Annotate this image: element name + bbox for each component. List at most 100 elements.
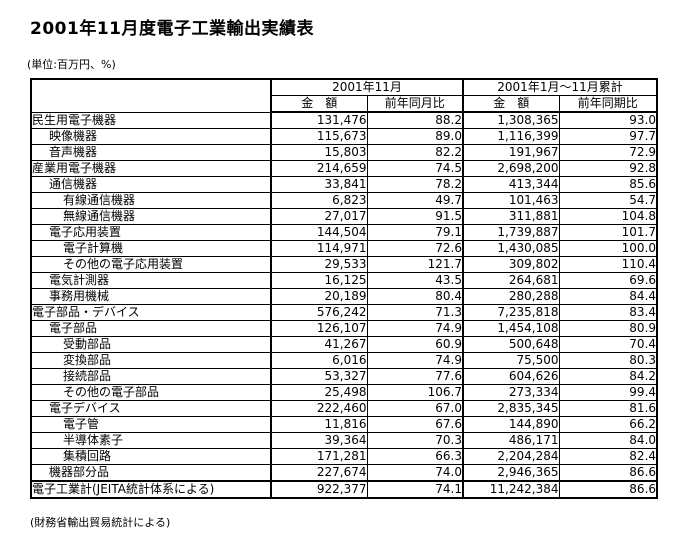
- cell-cum-yoy: 54.7: [558, 192, 658, 209]
- cell-nov-yoy: 89.0: [366, 128, 464, 145]
- cell-nov-amount: 144,504: [270, 224, 368, 241]
- cell-nov-yoy: 71.3: [366, 304, 464, 321]
- cell-cum-yoy: 100.0: [558, 240, 658, 257]
- cell-nov-amount: 29,533: [270, 256, 368, 273]
- cell-nov-amount: 39,364: [270, 432, 368, 449]
- table-row: 電子デバイス 222,460 67.0 2,835,345 81.6: [30, 400, 658, 417]
- table-row: 集積回路 171,281 66.3 2,204,284 82.4: [30, 448, 658, 465]
- table-row: 電子部品 126,107 74.9 1,454,108 80.9: [30, 320, 658, 337]
- cell-cum-amount: 1,308,365: [462, 111, 560, 129]
- cell-cum-yoy: 72.9: [558, 144, 658, 161]
- table-row: 電子管 11,816 67.6 144,890 66.2: [30, 416, 658, 433]
- row-label: 機器部分品: [30, 464, 272, 482]
- column-group-row: 2001年11月 2001年1月〜11月累計: [30, 78, 658, 113]
- cell-cum-amount: 2,204,284: [462, 448, 560, 465]
- table-row: 電気計測器 16,125 43.5 264,681 69.6: [30, 272, 658, 289]
- cell-nov-yoy: 80.4: [366, 288, 464, 305]
- cell-cum-yoy: 93.0: [558, 111, 658, 129]
- cell-nov-amount: 171,281: [270, 448, 368, 465]
- cell-nov-yoy: 88.2: [366, 111, 464, 129]
- cell-nov-amount: 53,327: [270, 368, 368, 385]
- cell-nov-amount: 114,971: [270, 240, 368, 257]
- table-row: その他の電子部品 25,498 106.7 273,334 99.4: [30, 384, 658, 401]
- cell-cum-yoy: 99.4: [558, 384, 658, 401]
- column-header-nov-yoy: 前年同月比: [366, 95, 464, 113]
- cell-cum-amount: 604,626: [462, 368, 560, 385]
- cell-cum-amount: 101,463: [462, 192, 560, 209]
- cell-nov-amount: 131,476: [270, 111, 368, 129]
- cell-nov-yoy: 106.7: [366, 384, 464, 401]
- cell-nov-amount: 20,189: [270, 288, 368, 305]
- cell-cum-amount: 11,242,384: [462, 480, 560, 499]
- cell-nov-yoy: 78.2: [366, 176, 464, 193]
- row-label: 無線通信機器: [30, 208, 272, 225]
- cell-cum-amount: 7,235,818: [462, 304, 560, 321]
- cell-nov-amount: 115,673: [270, 128, 368, 145]
- cell-cum-amount: 144,890: [462, 416, 560, 433]
- cell-nov-amount: 33,841: [270, 176, 368, 193]
- cell-nov-amount: 27,017: [270, 208, 368, 225]
- cell-cum-amount: 1,116,399: [462, 128, 560, 145]
- table-body: 民生用電子機器 131,476 88.2 1,308,365 93.0 映像機器…: [30, 111, 658, 499]
- table-row: 接続部品 53,327 77.6 604,626 84.2: [30, 368, 658, 385]
- cell-nov-yoy: 82.2: [366, 144, 464, 161]
- cell-nov-amount: 214,659: [270, 160, 368, 177]
- cell-nov-amount: 15,803: [270, 144, 368, 161]
- cell-cum-yoy: 82.4: [558, 448, 658, 465]
- row-label: 産業用電子機器: [30, 160, 272, 177]
- column-group-november: 2001年11月: [270, 78, 464, 96]
- row-label: 音声機器: [30, 144, 272, 161]
- table-row: 変換部品 6,016 74.9 75,500 80.3: [30, 352, 658, 369]
- row-label: 有線通信機器: [30, 192, 272, 209]
- cell-cum-yoy: 92.8: [558, 160, 658, 177]
- table-row: 事務用機械 20,189 80.4 280,288 84.4: [30, 288, 658, 305]
- cell-nov-yoy: 74.9: [366, 320, 464, 337]
- table-row: 音声機器 15,803 82.2 191,967 72.9: [30, 144, 658, 161]
- cell-nov-yoy: 67.0: [366, 400, 464, 417]
- cell-cum-yoy: 104.8: [558, 208, 658, 225]
- row-label: 集積回路: [30, 448, 272, 465]
- row-label: 電子デバイス: [30, 400, 272, 417]
- cell-cum-amount: 1,454,108: [462, 320, 560, 337]
- total-row: 電子工業計(JEITA統計体系による) 922,377 74.1 11,242,…: [30, 480, 658, 499]
- cell-cum-yoy: 69.6: [558, 272, 658, 289]
- row-label: 電子管: [30, 416, 272, 433]
- cell-cum-yoy: 86.6: [558, 464, 658, 482]
- cell-nov-yoy: 72.6: [366, 240, 464, 257]
- row-label: 電子工業計(JEITA統計体系による): [30, 480, 272, 499]
- row-label: 接続部品: [30, 368, 272, 385]
- cell-nov-amount: 41,267: [270, 336, 368, 353]
- row-label: 通信機器: [30, 176, 272, 193]
- table-row: 電子応用装置 144,504 79.1 1,739,887 101.7: [30, 224, 658, 241]
- table-row: その他の電子応用装置 29,533 121.7 309,802 110.4: [30, 256, 658, 273]
- row-label: 電子部品: [30, 320, 272, 337]
- cell-nov-yoy: 121.7: [366, 256, 464, 273]
- cell-nov-yoy: 49.7: [366, 192, 464, 209]
- table-header: 2001年11月 2001年1月〜11月累計 金 額 前年同月比 金 額 前年同…: [30, 78, 658, 113]
- cell-cum-amount: 191,967: [462, 144, 560, 161]
- row-label: その他の電子応用装置: [30, 256, 272, 273]
- cell-nov-amount: 16,125: [270, 272, 368, 289]
- cell-cum-amount: 273,334: [462, 384, 560, 401]
- source-footnote: (財務省輸出貿易統計による): [30, 516, 171, 529]
- row-label: 民生用電子機器: [30, 111, 272, 129]
- cell-nov-amount: 25,498: [270, 384, 368, 401]
- cell-cum-amount: 2,698,200: [462, 160, 560, 177]
- cell-cum-yoy: 101.7: [558, 224, 658, 241]
- cell-nov-amount: 227,674: [270, 464, 368, 482]
- cell-nov-yoy: 70.3: [366, 432, 464, 449]
- cell-cum-amount: 75,500: [462, 352, 560, 369]
- row-label: 電気計測器: [30, 272, 272, 289]
- cell-nov-yoy: 60.9: [366, 336, 464, 353]
- cell-nov-amount: 222,460: [270, 400, 368, 417]
- table-row: 半導体素子 39,364 70.3 486,171 84.0: [30, 432, 658, 449]
- cell-cum-yoy: 84.2: [558, 368, 658, 385]
- export-results-table: 2001年11月 2001年1月〜11月累計 金 額 前年同月比 金 額 前年同…: [30, 78, 659, 499]
- cell-cum-amount: 264,681: [462, 272, 560, 289]
- row-label: その他の電子部品: [30, 384, 272, 401]
- row-label: 電子計算機: [30, 240, 272, 257]
- cell-cum-yoy: 85.6: [558, 176, 658, 193]
- unit-note: (単位:百万円、%): [27, 58, 116, 71]
- row-label: 電子部品・デバイス: [30, 304, 272, 321]
- row-label: 事務用機械: [30, 288, 272, 305]
